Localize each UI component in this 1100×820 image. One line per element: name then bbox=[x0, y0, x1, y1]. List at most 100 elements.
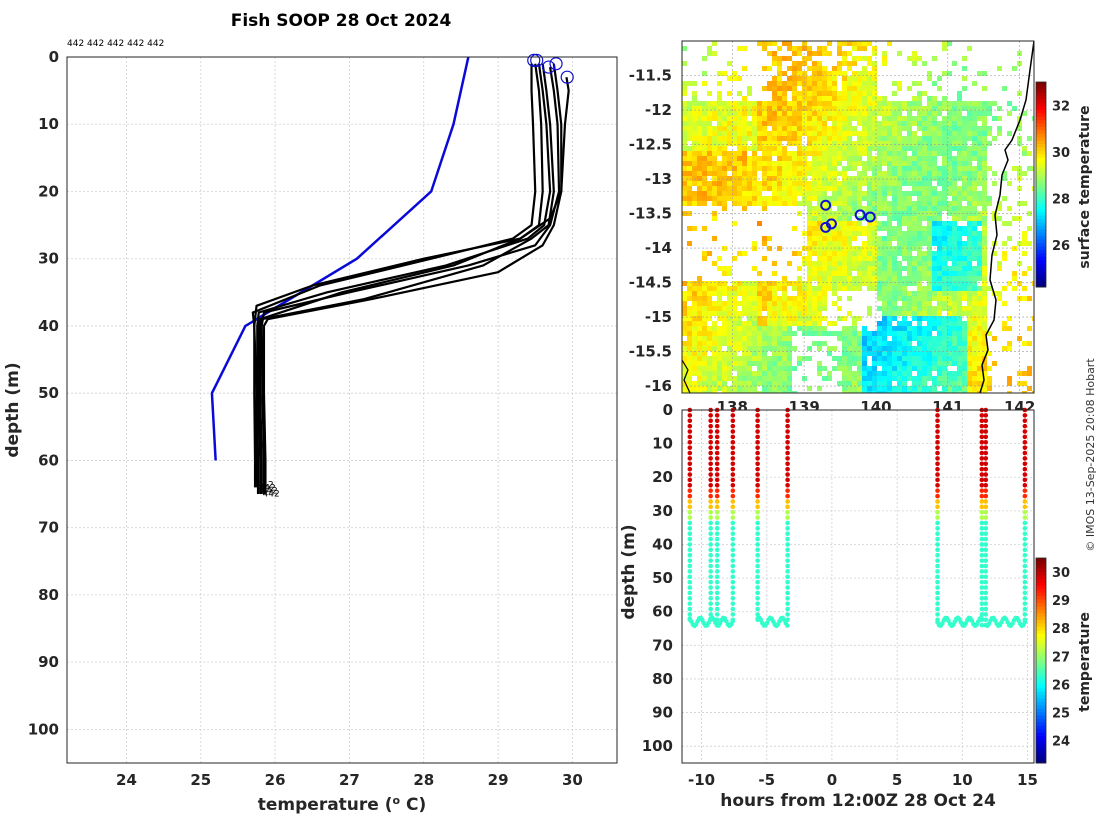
sst-cell bbox=[822, 341, 827, 346]
section-dot bbox=[979, 509, 985, 515]
sst-cell bbox=[817, 171, 822, 176]
sst-cell bbox=[692, 91, 697, 96]
sst-cell bbox=[812, 111, 817, 116]
sst-cell bbox=[732, 136, 737, 141]
sst-cell bbox=[882, 296, 887, 301]
sst-cell bbox=[942, 41, 947, 46]
sst-cell bbox=[982, 131, 987, 136]
sst-cell bbox=[862, 366, 867, 371]
sst-cell bbox=[922, 206, 927, 211]
sst-cell bbox=[917, 201, 922, 206]
sst-cell bbox=[942, 346, 947, 351]
sst-cell bbox=[977, 371, 982, 376]
sst-cell bbox=[852, 101, 857, 106]
sst-cell bbox=[972, 391, 977, 393]
section-dot bbox=[785, 542, 790, 547]
sst-cell bbox=[857, 181, 862, 186]
section-dot bbox=[785, 509, 790, 515]
sst-cell bbox=[817, 186, 822, 191]
sst-cell bbox=[782, 91, 787, 96]
sst-cell bbox=[962, 166, 967, 171]
section-dot bbox=[755, 445, 760, 450]
sst-cell bbox=[777, 311, 782, 316]
section-dot bbox=[979, 612, 985, 617]
sst-cell bbox=[727, 376, 732, 381]
sst-cell bbox=[802, 316, 807, 321]
sst-cell bbox=[727, 391, 732, 393]
section-dot bbox=[708, 552, 713, 558]
section-dot bbox=[1022, 569, 1028, 574]
sst-cell bbox=[927, 386, 932, 391]
sst-cell bbox=[812, 306, 817, 311]
sst-cell bbox=[997, 266, 1002, 271]
sst-cell bbox=[702, 121, 707, 126]
sst-cell bbox=[847, 116, 852, 121]
left-y-axis-label: depth (m) bbox=[3, 362, 23, 457]
sst-cell bbox=[857, 226, 862, 231]
sst-cell bbox=[957, 91, 962, 96]
sst-cell bbox=[857, 171, 862, 176]
sst-cell bbox=[967, 106, 972, 111]
sst-cell bbox=[887, 306, 892, 311]
sst-cell bbox=[857, 251, 862, 256]
sst-cell bbox=[912, 186, 917, 191]
sst-cell bbox=[717, 291, 722, 296]
sst-cell bbox=[762, 66, 767, 71]
sst-cell bbox=[697, 301, 702, 306]
sst-cell bbox=[877, 201, 882, 206]
sst-cell bbox=[847, 246, 852, 251]
sst-cell bbox=[902, 236, 907, 241]
section-dot bbox=[687, 429, 693, 434]
sst-cell bbox=[737, 251, 742, 256]
sst-cell bbox=[842, 211, 847, 216]
sst-cell bbox=[1022, 286, 1027, 291]
sst-cell bbox=[712, 311, 717, 316]
sst-cell bbox=[887, 211, 892, 216]
sst-cell bbox=[897, 231, 902, 236]
sst-cell bbox=[747, 86, 752, 91]
map-colorbar-segment bbox=[1036, 276, 1046, 281]
section-dot bbox=[1022, 450, 1028, 456]
section-dot bbox=[687, 434, 693, 440]
sst-cell bbox=[732, 126, 737, 131]
sst-cell bbox=[997, 116, 1002, 121]
sst-cell bbox=[742, 381, 747, 386]
sst-cell bbox=[752, 351, 757, 356]
sst-cell bbox=[982, 326, 987, 331]
sst-cell bbox=[967, 331, 972, 336]
sst-cell bbox=[682, 306, 687, 311]
sst-cell bbox=[1017, 281, 1022, 286]
sst-cell bbox=[982, 276, 987, 281]
sst-cell bbox=[867, 226, 872, 231]
sst-cell bbox=[962, 76, 967, 81]
sst-cell bbox=[847, 376, 852, 381]
sst-cell bbox=[1002, 196, 1007, 201]
sst-cell bbox=[682, 386, 687, 391]
sst-cell bbox=[892, 391, 897, 393]
sst-cell bbox=[917, 316, 922, 321]
sst-cell bbox=[1002, 321, 1007, 326]
sst-cell bbox=[917, 171, 922, 176]
sst-cell bbox=[767, 236, 772, 241]
sst-cell bbox=[862, 66, 867, 71]
sst-cell bbox=[727, 131, 732, 136]
sst-cell bbox=[812, 206, 817, 211]
sst-cell bbox=[877, 391, 882, 393]
sst-cell bbox=[897, 376, 902, 381]
sst-cell bbox=[942, 136, 947, 141]
sst-cell bbox=[742, 201, 747, 206]
sst-cell bbox=[682, 186, 687, 191]
sst-cell bbox=[807, 136, 812, 141]
sst-cell bbox=[847, 166, 852, 171]
sst-cell bbox=[847, 221, 852, 226]
sst-cell bbox=[862, 351, 867, 356]
section-y-axis-label: depth (m) bbox=[619, 524, 639, 619]
map-colorbar-segment bbox=[1036, 174, 1046, 179]
sst-cell bbox=[762, 151, 767, 156]
sst-cell bbox=[832, 236, 837, 241]
section-dot bbox=[755, 509, 760, 515]
sst-cell bbox=[952, 376, 957, 381]
sst-cell bbox=[912, 106, 917, 111]
sst-cell bbox=[942, 151, 947, 156]
